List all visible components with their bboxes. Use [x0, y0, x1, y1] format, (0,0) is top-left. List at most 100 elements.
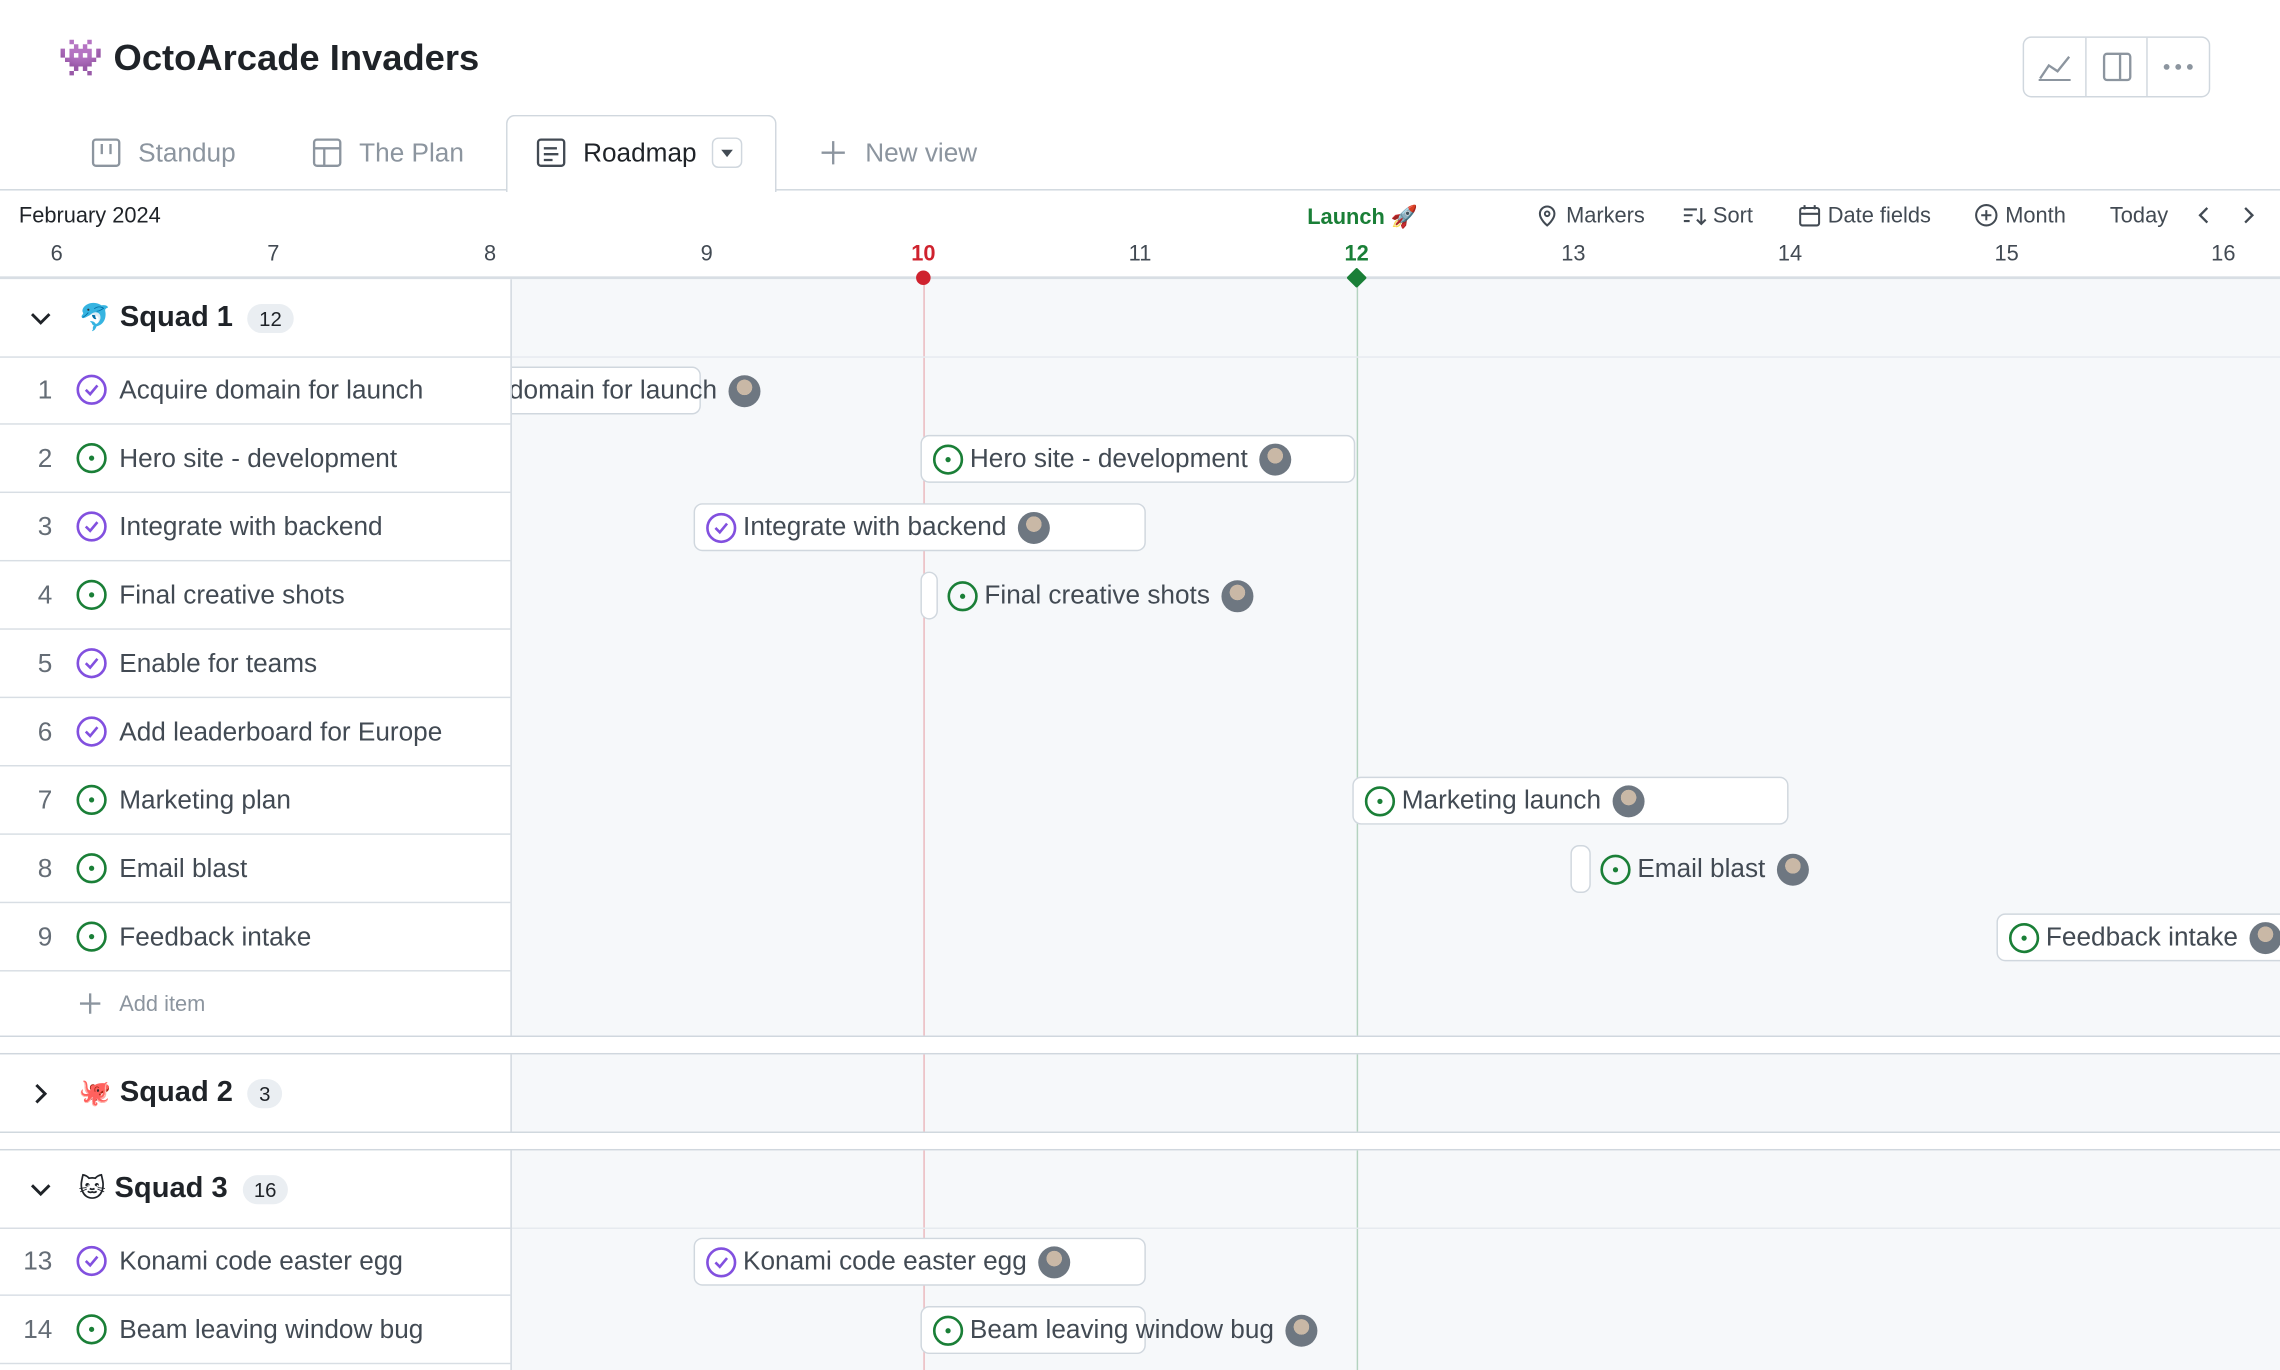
status-icon [1364, 785, 1396, 816]
item-row[interactable]: 7 Marketing plan [0, 766, 512, 835]
tab-label: The Plan [359, 137, 464, 167]
tab-icon [536, 138, 566, 167]
group-gap [0, 1131, 2280, 1151]
view-tab[interactable]: Standup [90, 135, 236, 170]
item-row[interactable]: 9 Feedback intake [0, 903, 512, 972]
add-item[interactable]: Add item [76, 972, 206, 1036]
item-row[interactable]: 6 Add leaderboard for Europe [0, 698, 512, 767]
item-row[interactable]: 4 Final creative shots [0, 561, 512, 630]
timeline-bar[interactable]: Konami code easter egg [693, 1237, 1146, 1286]
toolbar-button[interactable]: Month [1975, 202, 2066, 228]
item-title: Add leaderboard for Europe [119, 716, 443, 746]
assignee-avatar [2249, 921, 2280, 954]
item-number: 13 [23, 1245, 53, 1275]
marker-line [1356, 279, 1359, 1370]
view-tab[interactable]: The Plan [311, 135, 464, 170]
item-title: Hero site - development [119, 442, 398, 472]
chevron-left [2198, 207, 2209, 224]
timeline-bar[interactable]: Marketing launch [1352, 776, 1789, 825]
timeline-bar[interactable] [920, 571, 938, 620]
item-number: 2 [37, 442, 53, 472]
bar-label-group: Email blast [1600, 845, 1809, 893]
insights-button[interactable] [2024, 38, 2085, 96]
day-label: 7 [267, 241, 280, 267]
day-label: 9 [700, 241, 713, 267]
item-list: 🐬 Squad 1 12 1 Acquire domain for launch 2 Her… [0, 279, 512, 1370]
item-row[interactable]: 3 Integrate with backend [0, 493, 512, 562]
item-title: Final creative shots [119, 579, 345, 609]
item-row[interactable]: 2 Hero site - development [0, 425, 512, 494]
bar-label: Hero site - development [969, 443, 1248, 473]
view-tab[interactable]: New view [817, 135, 977, 170]
timeline-bar[interactable]: Beam leaving window bug [920, 1306, 1318, 1355]
day-label: 12 [1344, 241, 1369, 267]
item-title: Beam leaving window bug [119, 1314, 424, 1344]
marker-label: Launch 🚀 [1307, 205, 1419, 230]
day-label: 13 [1561, 241, 1586, 267]
group-header[interactable]: 🐬 Squad 1 12 [0, 279, 512, 356]
timeline-bar[interactable]: Acquire domain for launch [511, 366, 761, 415]
row-border [511, 1227, 2280, 1229]
item-row[interactable]: 13 Konami code easter egg [0, 1228, 512, 1296]
tab-menu [711, 137, 743, 168]
next-button[interactable] [2239, 204, 2259, 235]
toolbar-icon [1975, 204, 1998, 227]
prev-button[interactable] [2193, 204, 2213, 235]
status-icon [76, 1314, 107, 1345]
bar-label: Acquire domain for launch [511, 375, 718, 405]
more-button[interactable] [2148, 38, 2209, 96]
item-number: 3 [37, 511, 53, 541]
view-tab[interactable]: Roadmap [535, 135, 743, 170]
tab-label: Standup [138, 137, 236, 167]
toolbar-label: Month [2005, 202, 2066, 228]
group-gap [0, 1035, 2280, 1055]
bar-label: Marketing launch [1401, 785, 1602, 815]
timeline-bar[interactable] [1570, 845, 1591, 894]
status-icon [76, 374, 107, 405]
toolbar-button[interactable]: Date fields [1797, 202, 1931, 228]
item-row[interactable]: 5 Enable for teams [0, 630, 512, 699]
status-icon [76, 1245, 107, 1277]
toolbar-button[interactable]: Sort [1682, 202, 1753, 228]
add-item-label: Add item [119, 991, 206, 1016]
group-header[interactable]: 🐱 Squad 3 16 [0, 1150, 512, 1227]
item-number: 1 [37, 374, 53, 404]
item-title: Feedback intake [119, 921, 312, 951]
bar-label: Email blast [1637, 853, 1766, 883]
item-number: 14 [23, 1314, 53, 1344]
assignee-avatar [1018, 511, 1051, 544]
item-number: 8 [37, 853, 53, 883]
status-icon [76, 648, 107, 679]
bar-label: Feedback intake [2045, 922, 2238, 952]
toolbar-button[interactable]: Markers [1536, 202, 1645, 228]
status-icon [1600, 853, 1631, 885]
toolbar-button[interactable]: Today [2110, 202, 2168, 228]
header-border [0, 276, 2280, 280]
group-header[interactable]: 🐙 Squad 2 3 [0, 1054, 512, 1131]
tab-icon [91, 138, 121, 167]
status-icon [76, 853, 107, 884]
group-toggle [30, 1183, 51, 1196]
timeline-bar[interactable]: Hero site - development [920, 434, 1356, 483]
toolbar-icon [1538, 205, 1556, 227]
status-icon [76, 716, 107, 747]
day-label: 8 [483, 241, 497, 267]
day-label: 15 [1994, 241, 2019, 267]
assignee-avatar [728, 374, 761, 407]
side-panel-button[interactable] [2084, 37, 2149, 96]
row-border [0, 356, 512, 358]
item-row[interactable]: 14 Beam leaving window bug [0, 1296, 512, 1365]
status-icon [76, 921, 107, 952]
tab-label: Roadmap [583, 137, 697, 167]
timeline-bar[interactable]: Feedback intake [1996, 913, 2280, 962]
timeline-bar[interactable]: Integrate with backend [693, 503, 1146, 552]
item-row[interactable]: 1 Acquire domain for launch [0, 356, 512, 425]
status-icon [932, 1314, 964, 1346]
status-icon [2008, 922, 2040, 953]
item-title: Email blast [119, 853, 248, 883]
title-icon: 👾 [58, 37, 104, 79]
item-row[interactable]: 8 Email blast [0, 835, 512, 904]
status-icon [76, 579, 107, 610]
